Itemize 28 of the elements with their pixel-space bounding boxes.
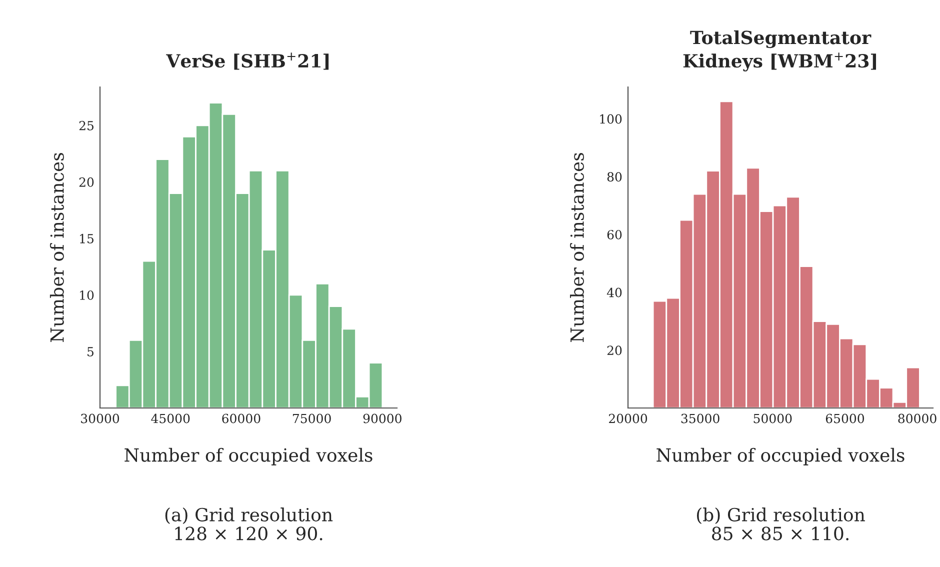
x-tick-label: 45000 xyxy=(151,414,190,424)
chart-title: VerSe [SHB$^{+}$21] xyxy=(166,52,329,70)
x-axis-title: Number of occupied voxels xyxy=(124,448,372,466)
chart-title: TotalSegmentator Kidneys [WBM$^{+}$23] xyxy=(683,30,876,72)
x-tick-label: 35000 xyxy=(681,414,720,424)
x-tick-label: 75000 xyxy=(292,414,331,424)
y-tick-label: 10 xyxy=(80,290,94,300)
y-axis-title: Number of instances xyxy=(570,153,584,342)
y-tick-label: 20 xyxy=(79,177,94,187)
x-tick-label: 90000 xyxy=(363,414,402,424)
y-axis-title: Number of instances xyxy=(50,153,64,342)
x-tick-label: 20000 xyxy=(608,414,648,424)
y-tick-label: 25 xyxy=(79,120,94,130)
x-tick-label: 60000 xyxy=(222,414,260,424)
y-tick-label: 15 xyxy=(80,234,94,244)
x-tick-label: 50000 xyxy=(754,414,792,424)
x-axis-title: Number of occupied voxels xyxy=(656,448,904,466)
y-tick-label: 60 xyxy=(607,230,622,240)
text: (a) Grid resolution 128 × 120 × 90. xyxy=(165,508,333,540)
x-tick-label: 80000 xyxy=(898,414,936,424)
x-tick-label: 65000 xyxy=(826,414,864,424)
y-tick-label: 80 xyxy=(607,172,622,182)
y-tick-label: 5 xyxy=(88,347,94,356)
x-tick-label: 30000 xyxy=(81,414,120,424)
y-tick-label: 100 xyxy=(600,114,622,124)
y-tick-label: 40 xyxy=(606,288,622,298)
text: (b) Grid resolution 85 × 85 × 110. xyxy=(696,508,865,540)
y-tick-label: 20 xyxy=(607,346,622,356)
